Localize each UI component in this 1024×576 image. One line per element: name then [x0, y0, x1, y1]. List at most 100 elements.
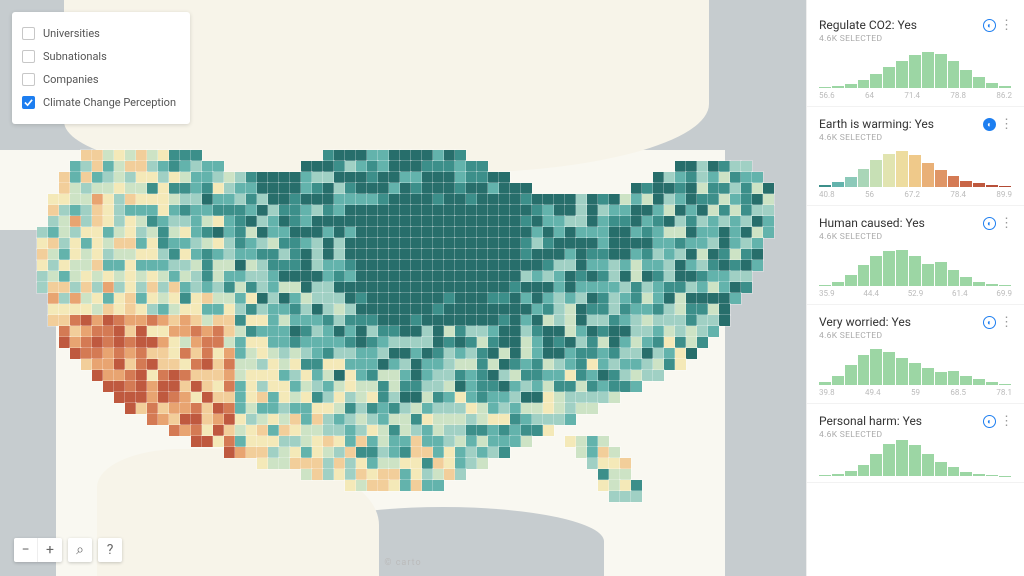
layer-checkbox[interactable]: [22, 73, 35, 86]
county-cell: [422, 271, 433, 282]
county-cell: [345, 172, 356, 183]
county-cell: [158, 150, 169, 161]
county-cell: [158, 271, 169, 282]
layer-checkbox[interactable]: [22, 96, 35, 109]
layer-label: Climate Change Perception: [43, 96, 176, 109]
county-cell: [499, 194, 510, 205]
county-cell: [147, 238, 158, 249]
county-cell: [81, 326, 92, 337]
layer-row[interactable]: Universities: [22, 22, 176, 45]
more-menu-icon[interactable]: ⋮: [1000, 415, 1012, 428]
county-cell: [675, 348, 686, 359]
county-cell: [741, 172, 752, 183]
color-by-icon[interactable]: ◐: [983, 19, 996, 32]
county-cell: [114, 381, 125, 392]
zoom-out-button[interactable]: −: [14, 538, 38, 562]
county-cell: [433, 227, 444, 238]
county-cell: [433, 260, 444, 271]
histogram-selected-count: 4.6K SELECTED: [819, 331, 1012, 341]
more-menu-icon[interactable]: ⋮: [1000, 217, 1012, 230]
layer-checkbox[interactable]: [22, 27, 35, 40]
county-cell: [103, 271, 114, 282]
county-cell: [620, 249, 631, 260]
county-cell: [389, 392, 400, 403]
county-cell: [587, 370, 598, 381]
county-cell: [411, 447, 422, 458]
zoom-in-button[interactable]: +: [38, 538, 62, 562]
county-cell: [565, 249, 576, 260]
histogram-plot[interactable]: 35.944.452.961.469.9: [819, 250, 1012, 298]
county-cell: [114, 282, 125, 293]
more-menu-icon[interactable]: ⋮: [1000, 316, 1012, 329]
histogram-plot[interactable]: 39.849.45968.578.1: [819, 349, 1012, 397]
color-by-icon[interactable]: ◐: [983, 118, 996, 131]
county-cell: [532, 271, 543, 282]
county-cell: [169, 238, 180, 249]
county-cell: [169, 271, 180, 282]
help-button[interactable]: ?: [98, 538, 122, 562]
county-cell: [290, 183, 301, 194]
county-cell: [334, 271, 345, 282]
layer-row[interactable]: Subnationals: [22, 45, 176, 68]
sidebar[interactable]: Regulate CO2: Yes◐⋮4.6K SELECTED56.66471…: [806, 0, 1024, 576]
county-cell: [257, 315, 268, 326]
county-cell: [268, 381, 279, 392]
county-cell: [191, 183, 202, 194]
county-cell: [455, 315, 466, 326]
histogram-plot[interactable]: 40.85667.278.489.9: [819, 151, 1012, 199]
county-cell: [499, 172, 510, 183]
county-cell: [631, 326, 642, 337]
color-by-icon[interactable]: ◐: [983, 415, 996, 428]
layer-row[interactable]: Climate Change Perception: [22, 91, 176, 114]
county-cell: [279, 282, 290, 293]
county-cell: [532, 216, 543, 227]
more-menu-icon[interactable]: ⋮: [1000, 19, 1012, 32]
county-cell: [213, 238, 224, 249]
search-button[interactable]: ⌕: [68, 538, 92, 562]
histogram-card: Human caused: Yes◐⋮4.6K SELECTED35.944.4…: [807, 206, 1024, 305]
county-cell: [70, 271, 81, 282]
map-area[interactable]: © carto UniversitiesSubnationalsCompanie…: [0, 0, 806, 576]
county-cell: [499, 425, 510, 436]
county-cell: [411, 161, 422, 172]
histogram-plot[interactable]: 56.66471.478.886.2: [819, 52, 1012, 100]
county-cell: [246, 216, 257, 227]
map-controls: − + ⌕ ?: [14, 538, 122, 562]
color-by-icon[interactable]: ◐: [983, 217, 996, 230]
color-by-icon[interactable]: ◐: [983, 316, 996, 329]
county-cell: [191, 436, 202, 447]
histogram-plot[interactable]: [819, 448, 1012, 476]
county-cell: [92, 271, 103, 282]
county-cell: [290, 458, 301, 469]
county-cell: [576, 260, 587, 271]
county-cell: [466, 392, 477, 403]
county-cell: [631, 337, 642, 348]
county-cell: [312, 216, 323, 227]
county-cell: [554, 370, 565, 381]
county-cell: [642, 315, 653, 326]
county-cell: [48, 205, 59, 216]
layer-row[interactable]: Companies: [22, 68, 176, 91]
county-cell: [389, 238, 400, 249]
axis-tick: 68.5: [950, 388, 966, 397]
more-menu-icon[interactable]: ⋮: [1000, 118, 1012, 131]
county-cell: [136, 205, 147, 216]
histogram-bar: [832, 376, 845, 385]
county-cell: [543, 249, 554, 260]
county-cell: [400, 161, 411, 172]
county-cell: [301, 392, 312, 403]
county-cell: [334, 392, 345, 403]
county-cell: [433, 370, 444, 381]
county-cell: [257, 359, 268, 370]
histogram-icon-group: ◐⋮: [983, 19, 1012, 32]
county-cell: [499, 260, 510, 271]
layer-checkbox[interactable]: [22, 50, 35, 63]
county-cell: [136, 348, 147, 359]
county-cell: [202, 392, 213, 403]
county-cell: [114, 337, 125, 348]
county-cell: [81, 293, 92, 304]
county-cell: [510, 414, 521, 425]
county-cell: [257, 172, 268, 183]
county-cell: [301, 447, 312, 458]
county-cell: [367, 370, 378, 381]
